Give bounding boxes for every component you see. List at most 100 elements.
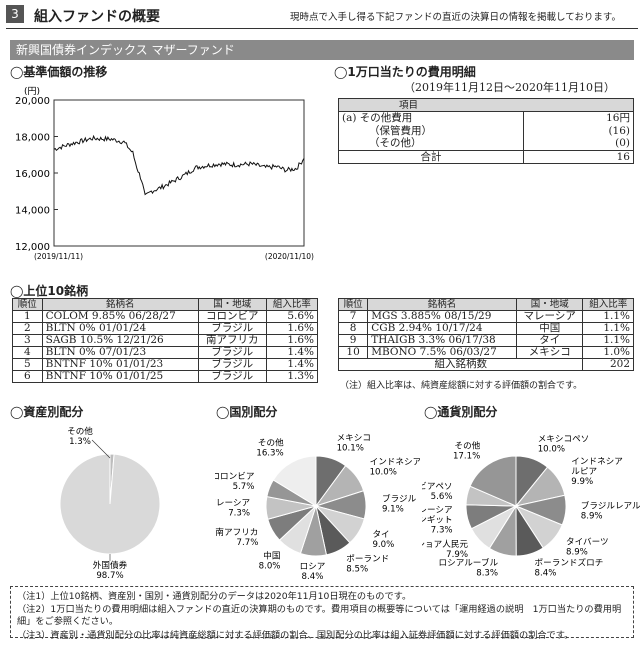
rank-cell: 10 bbox=[337, 346, 369, 359]
slice-value-label: 10.1% bbox=[337, 443, 364, 453]
cost-row-value: (16) bbox=[523, 124, 634, 138]
ratio-cell: 1.4% bbox=[265, 346, 319, 359]
cost-row-value: (0) bbox=[523, 137, 634, 151]
top10-heading: ◯上位10銘柄 bbox=[10, 284, 89, 298]
asset-alloc-heading: ◯資産別配分 bbox=[10, 405, 84, 419]
slice-category-label: ロシアルーブル bbox=[439, 556, 499, 568]
slice-value-label: 8.9% bbox=[581, 512, 603, 522]
cost-row-label: (a) その他費用 bbox=[338, 111, 524, 125]
nav-line-chart: (円)20,000 18,000 16,000 14,000 12,000(2019/1… bbox=[15, 86, 314, 261]
slice-category-label: 中国 bbox=[263, 550, 280, 562]
cost-heading: ◯1万口当たりの費用明細 bbox=[334, 65, 476, 79]
plot-frame bbox=[53, 99, 305, 247]
slice-value-label: 8.4% bbox=[302, 572, 324, 582]
rank-cell: 4 bbox=[12, 346, 43, 359]
country-cell: 南アフリカ bbox=[197, 334, 267, 347]
slice-value-label: 9.9% bbox=[571, 477, 593, 487]
y-tick-label: 16,000 bbox=[15, 169, 50, 180]
col-country: 国・地域 bbox=[197, 298, 267, 311]
country-cell: 中国 bbox=[515, 322, 584, 335]
footnote: （注2）1万口当たりの費用明細は組入ファンドの直近の決算期のものです。費用項目の… bbox=[17, 604, 622, 627]
slice-category-label: 南アフリカ bbox=[215, 526, 258, 538]
y-tick-label: 20,000 bbox=[15, 96, 50, 107]
slice-category-label: ブラジル bbox=[382, 492, 417, 504]
name-cell: THAIGB 3.3% 06/17/38 bbox=[367, 334, 517, 347]
x-tick-label: (2019/11/11) bbox=[34, 252, 83, 261]
country-cell: マレーシア bbox=[515, 310, 584, 323]
slice-value-label: 7.3% bbox=[431, 525, 453, 535]
table-row: 3 SAGB 10.5% 12/21/26 南アフリカ 1.6% bbox=[12, 334, 319, 347]
slice-value-label: 8.0% bbox=[259, 562, 281, 572]
slice-value-label: 10.0% bbox=[538, 445, 565, 455]
slice-category-label: 外国債券 bbox=[93, 559, 128, 571]
slice-category-label: その他 bbox=[258, 436, 284, 448]
table-row: 6 BNTNF 10% 01/01/25 ブラジル 1.3% bbox=[12, 370, 319, 383]
ratio-cell: 1.1% bbox=[582, 310, 634, 323]
slice-category-label: インドネシア bbox=[370, 456, 420, 467]
slice-category-label: タイ bbox=[372, 529, 389, 540]
section-title: 組入ファンドの概要 bbox=[34, 9, 160, 25]
slice-value-label: 5.6% bbox=[431, 492, 453, 502]
slice-value-label: 16.3% bbox=[256, 448, 283, 458]
rank-cell: 5 bbox=[12, 358, 43, 371]
country-cell: ブラジル bbox=[197, 370, 267, 383]
ratio-cell: 5.6% bbox=[265, 310, 319, 323]
ratio-cell: 1.4% bbox=[265, 358, 319, 371]
col-name: 銘柄名 bbox=[41, 298, 199, 311]
section-note: 現時点で入手し得る下記ファンドの直近の決算日の情報を掲載しております。 bbox=[290, 12, 621, 23]
cost-row-label: （保管費用） bbox=[338, 124, 524, 138]
slice-category-label: ブラジルレアル bbox=[581, 500, 640, 512]
slice-value-label: 1.3% bbox=[69, 437, 91, 447]
slice-category-label: コロンビア bbox=[215, 471, 254, 482]
cost-period: （2019年11月12日～2020年11月10日） bbox=[404, 81, 615, 94]
slice-value-label: 5.7% bbox=[233, 482, 255, 492]
slice-value-label: 10.0% bbox=[370, 467, 397, 477]
footnote: （注3）資産別・通貨別配分の比率は純資産総額に対する評価額の割合、国別配分の比率… bbox=[17, 630, 574, 641]
slice-category-label: マレーシア bbox=[422, 505, 453, 515]
table-row: 2 BLTN 0% 01/01/24 ブラジル 1.6% bbox=[12, 322, 319, 335]
currency-pie-chart: メキシコペソ10.0%インドネシアルピア9.9%ブラジルレアル8.9%タイバーツ… bbox=[422, 435, 640, 579]
country-cell: コロンビア bbox=[197, 310, 267, 323]
fund-name-bar: 新興国債券インデックス マザーファンド bbox=[10, 40, 634, 60]
slice-category-label: メキシコペソ bbox=[538, 435, 590, 445]
slice-category-label: ポーランドズロチ bbox=[535, 556, 604, 568]
ratio-cell: 1.6% bbox=[265, 334, 319, 347]
currency-alloc-heading: ◯通貨別配分 bbox=[424, 405, 498, 419]
top10-note: （注）組入比率は、純資産総額に対する評価額の割合です。 bbox=[340, 381, 583, 391]
col-rank: 順位 bbox=[337, 298, 369, 311]
country-cell: タイ bbox=[515, 334, 584, 347]
cost-col-item: 項目 bbox=[338, 98, 634, 112]
table-row: 1 COLOM 9.85% 06/28/27 コロンビア 5.6% bbox=[12, 310, 319, 323]
slice-value-label: 7.3% bbox=[228, 509, 250, 519]
holdings-count-value: 202 bbox=[582, 358, 634, 371]
name-cell: MBONO 7.5% 06/03/27 bbox=[367, 346, 517, 359]
name-cell: BNTNF 10% 01/01/23 bbox=[41, 358, 199, 371]
col-country: 国・地域 bbox=[515, 298, 584, 311]
ratio-cell: 1.1% bbox=[582, 334, 634, 347]
title-rule bbox=[6, 28, 638, 29]
rank-cell: 3 bbox=[12, 334, 43, 347]
pie-slice bbox=[59, 453, 161, 555]
table-row: 8 CGB 2.94% 10/17/24 中国 1.1% bbox=[337, 322, 634, 335]
rank-cell: 1 bbox=[12, 310, 43, 323]
section-number: 3 bbox=[6, 5, 24, 23]
y-tick-label: 12,000 bbox=[15, 242, 50, 253]
ratio-cell: 1.3% bbox=[265, 370, 319, 383]
nav-chart-heading: ◯基準価額の推移 bbox=[10, 65, 108, 79]
col-ratio: 組入比率 bbox=[582, 298, 634, 311]
cost-table: 項目 (a) その他費用 16円 （保管費用） (16) （その他） (0) 合計 16 bbox=[338, 98, 634, 164]
slice-category-label: タイバーツ bbox=[566, 537, 609, 548]
cost-total-value: 16 bbox=[523, 150, 634, 164]
country-cell: メキシコ bbox=[515, 346, 584, 359]
slice-value-label: 9.1% bbox=[382, 504, 404, 514]
y-unit-label: (円) bbox=[24, 86, 40, 97]
name-cell: COLOM 9.85% 06/28/27 bbox=[41, 310, 199, 323]
x-tick-label: (2020/11/10) bbox=[265, 252, 314, 261]
slice-value-label: 7.7% bbox=[237, 538, 259, 548]
slice-category-label: マレーシア bbox=[215, 499, 250, 509]
col-rank: 順位 bbox=[12, 298, 43, 311]
country-cell: ブラジル bbox=[197, 322, 267, 335]
table-row: 9 THAIGB 3.3% 06/17/38 タイ 1.1% bbox=[337, 334, 634, 347]
ratio-cell: 1.1% bbox=[582, 322, 634, 335]
holdings-count-label: 組入銘柄数 bbox=[337, 358, 584, 371]
